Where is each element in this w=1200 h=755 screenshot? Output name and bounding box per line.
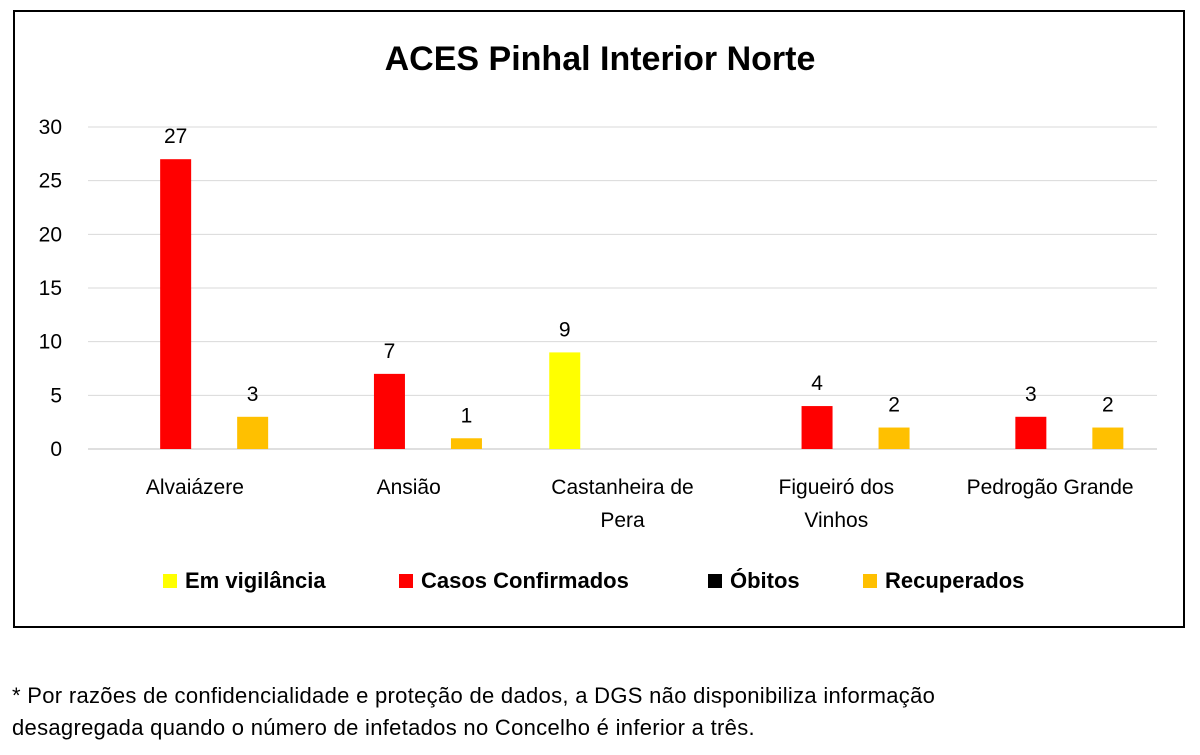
data-label: 2 (1102, 394, 1114, 417)
y-tick-label: 25 (39, 170, 62, 193)
legend-swatch (863, 574, 877, 588)
bar-casos-confirmados (160, 159, 192, 449)
data-label: 4 (811, 372, 823, 395)
y-tick-label: 10 (39, 331, 62, 354)
legend-label: Casos Confirmados (421, 568, 629, 593)
chart-legend: Em vigilância Casos Confirmados Óbitos Recu… (0, 568, 1200, 600)
data-label: 2 (888, 394, 900, 417)
legend-item: Casos Confirmados (399, 568, 629, 594)
bar-chart: 0 5 10 15 20 25 30 9 27 7 4 3 3 1 2 2 Alvaiázere Ansião Ca… (39, 116, 1157, 532)
x-tick-label: Castanheira de (551, 476, 693, 499)
legend-label: Em vigilância (185, 568, 326, 593)
chart-title: ACES Pinhal Interior Norte (384, 40, 816, 78)
bar-casos-confirmados (801, 406, 833, 449)
bar-casos-confirmados (373, 373, 405, 449)
x-tick-label: Vinhos (804, 509, 868, 532)
legend-swatch (399, 574, 413, 588)
legend-label: Óbitos (730, 568, 800, 593)
data-label: 9 (559, 318, 571, 341)
x-tick-label: Figueiró dos (779, 476, 895, 499)
bar-recuperados (878, 427, 910, 449)
y-tick-label: 15 (39, 277, 62, 300)
data-label: 27 (164, 125, 187, 148)
chart-frame (13, 10, 1185, 628)
data-label: 7 (384, 340, 396, 363)
footnote-line-1: * Por razões de confidencialidade e prot… (12, 683, 936, 708)
legend-label: Recuperados (885, 568, 1025, 593)
legend-swatch (708, 574, 722, 588)
footnote-line-2: desagregada quando o número de infetados… (12, 715, 755, 740)
footnote: * Por razões de confidencialidade e prot… (12, 680, 1192, 744)
legend-item: Óbitos (708, 568, 800, 594)
x-tick-label: Ansião (377, 476, 441, 499)
y-tick-label: 30 (39, 116, 62, 139)
legend-item: Recuperados (863, 568, 1024, 594)
y-tick-label: 20 (39, 223, 62, 246)
x-tick-label: Alvaiázere (146, 476, 244, 499)
legend-swatch (163, 574, 177, 588)
x-tick-label: Pedrogão Grande (967, 476, 1134, 499)
legend-item: Em vigilância (163, 568, 326, 594)
data-label: 3 (247, 383, 259, 406)
bar-recuperados (450, 438, 482, 449)
y-tick-label: 5 (50, 384, 62, 407)
bar-recuperados (237, 416, 269, 449)
bar-em-vigilância (549, 352, 581, 449)
bar-casos-confirmados (1015, 416, 1047, 449)
y-tick-label: 0 (50, 438, 62, 461)
data-label: 3 (1025, 383, 1037, 406)
bar-recuperados (1092, 427, 1124, 449)
x-tick-label: Pera (600, 509, 645, 532)
data-label: 1 (461, 404, 473, 427)
